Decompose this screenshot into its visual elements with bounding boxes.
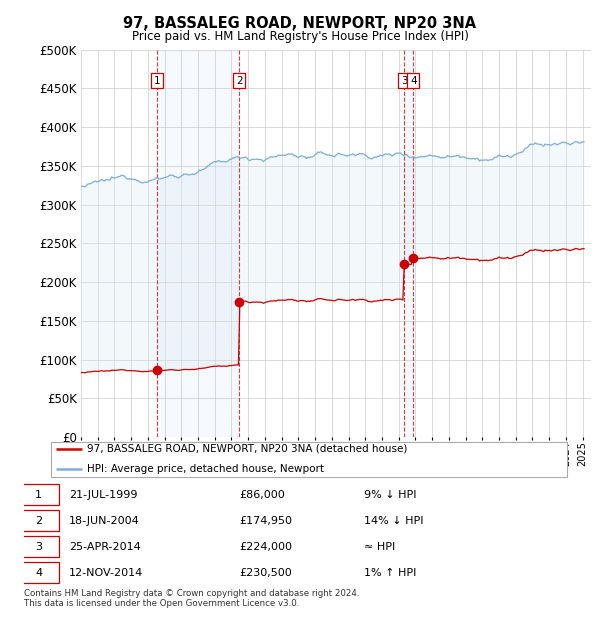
FancyBboxPatch shape: [19, 562, 59, 583]
Text: 97, BASSALEG ROAD, NEWPORT, NP20 3NA (detached house): 97, BASSALEG ROAD, NEWPORT, NP20 3NA (de…: [87, 444, 407, 454]
FancyBboxPatch shape: [19, 536, 59, 557]
Text: 12-NOV-2014: 12-NOV-2014: [68, 568, 143, 578]
Text: 1: 1: [35, 490, 42, 500]
Text: £174,950: £174,950: [239, 516, 292, 526]
Text: 4: 4: [410, 76, 416, 86]
Text: 25-APR-2014: 25-APR-2014: [68, 542, 140, 552]
Text: 18-JUN-2004: 18-JUN-2004: [68, 516, 139, 526]
FancyBboxPatch shape: [19, 510, 59, 531]
Text: 2: 2: [236, 76, 242, 86]
Bar: [157, 50, 239, 437]
Text: ≈ HPI: ≈ HPI: [364, 542, 395, 552]
Text: 4: 4: [35, 568, 42, 578]
Text: 97, BASSALEG ROAD, NEWPORT, NP20 3NA: 97, BASSALEG ROAD, NEWPORT, NP20 3NA: [124, 16, 476, 30]
Text: £224,000: £224,000: [239, 542, 292, 552]
Text: 3: 3: [401, 76, 407, 86]
FancyBboxPatch shape: [19, 484, 59, 505]
Text: 9% ↓ HPI: 9% ↓ HPI: [364, 490, 417, 500]
Bar: [404, 50, 413, 437]
Text: £230,500: £230,500: [239, 568, 292, 578]
Text: Contains HM Land Registry data © Crown copyright and database right 2024.
This d: Contains HM Land Registry data © Crown c…: [24, 589, 359, 608]
Text: Price paid vs. HM Land Registry's House Price Index (HPI): Price paid vs. HM Land Registry's House …: [131, 30, 469, 43]
Text: 1% ↑ HPI: 1% ↑ HPI: [364, 568, 417, 578]
Text: 3: 3: [35, 542, 42, 552]
Text: 21-JUL-1999: 21-JUL-1999: [68, 490, 137, 500]
Text: £86,000: £86,000: [239, 490, 284, 500]
Text: 2: 2: [35, 516, 42, 526]
Text: HPI: Average price, detached house, Newport: HPI: Average price, detached house, Newp…: [87, 464, 324, 474]
FancyBboxPatch shape: [50, 441, 568, 477]
Text: 1: 1: [154, 76, 160, 86]
Text: 14% ↓ HPI: 14% ↓ HPI: [364, 516, 424, 526]
